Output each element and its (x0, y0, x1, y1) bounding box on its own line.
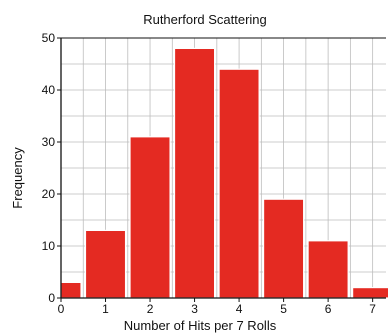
bar-7 (352, 287, 388, 299)
bar-0 (60, 281, 82, 299)
bar-4 (218, 68, 260, 299)
chart-title: Rutherford Scattering (143, 12, 267, 27)
y-tick-label: 30 (42, 135, 56, 149)
x-tick-label: 7 (369, 302, 376, 316)
bar-5 (262, 198, 305, 299)
axes (60, 37, 386, 299)
x-tick-labels: 0 1 2 3 4 5 6 7 (58, 298, 376, 316)
y-tick-label: 0 (48, 291, 55, 305)
y-tick-labels: 0 10 20 30 40 50 (42, 31, 61, 305)
x-axis-label: Number of Hits per 7 Rolls (124, 318, 277, 333)
x-tick-label: 1 (102, 302, 109, 316)
bar-6 (307, 240, 349, 299)
x-tick-label: 0 (58, 302, 65, 316)
bar-2 (129, 136, 171, 299)
x-tick-label: 6 (325, 302, 332, 316)
y-axis-label: Frequency (10, 147, 25, 209)
x-tick-label: 2 (147, 302, 154, 316)
y-tick-label: 50 (42, 31, 56, 45)
y-tick-label: 10 (42, 239, 56, 253)
bars (60, 47, 388, 299)
bar-1 (84, 229, 127, 299)
bar-3 (173, 47, 216, 299)
x-tick-label: 3 (191, 302, 198, 316)
y-tick-label: 20 (42, 187, 56, 201)
y-tick-label: 40 (42, 83, 56, 97)
x-tick-label: 5 (280, 302, 287, 316)
x-tick-label: 4 (236, 302, 243, 316)
